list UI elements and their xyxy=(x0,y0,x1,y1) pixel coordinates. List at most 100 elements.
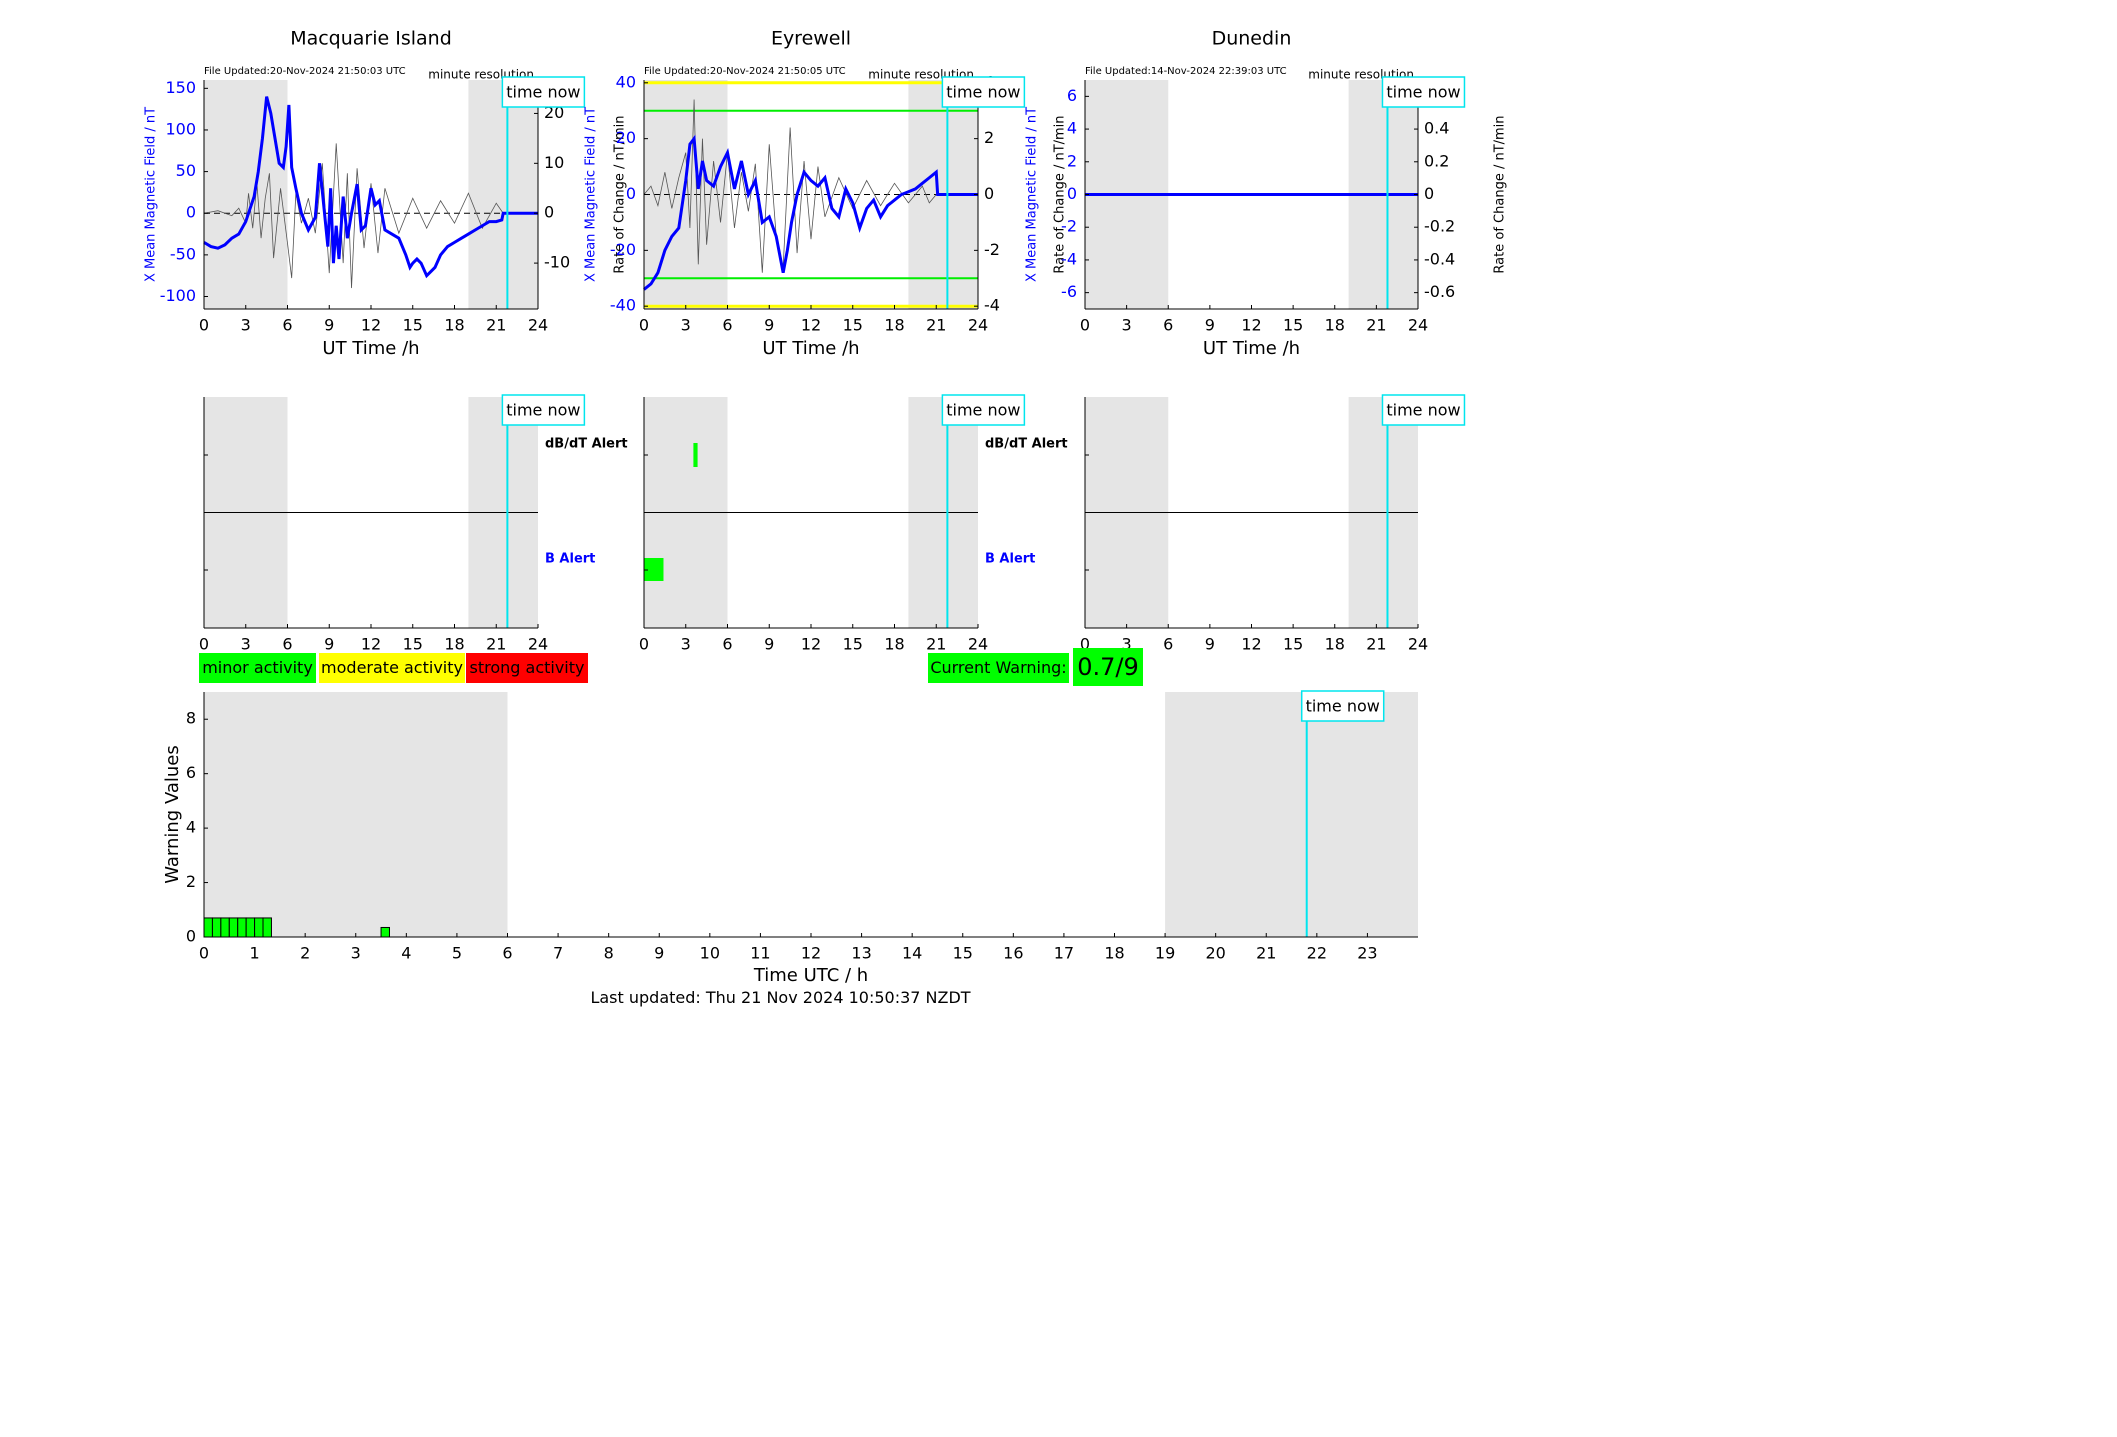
station-1-x-tick-label: 3 xyxy=(241,316,251,335)
station-2-x-tick-label: 18 xyxy=(884,316,904,335)
warning-bar xyxy=(254,917,264,938)
warning-bar xyxy=(203,917,213,938)
station-1-x-tick-label: 24 xyxy=(528,316,548,335)
station-2-x-tick-label: 21 xyxy=(926,316,946,335)
warning-x-tick-label: 20 xyxy=(1205,944,1225,963)
station-3-y-left-tick-label: -4 xyxy=(1061,249,1077,268)
alerts-3-time-now-box xyxy=(1381,394,1466,426)
station-1-time-now-box xyxy=(501,76,586,108)
warning-x-tick-label: 22 xyxy=(1307,944,1327,963)
station-1-x-tick-label: 21 xyxy=(486,316,506,335)
station-3-y-right-tick-label: -0.4 xyxy=(1424,249,1455,268)
station-3-ylabel-left: X Mean Magnetic Field / nT xyxy=(1025,107,1040,282)
alerts-2-x-tick-label: 0 xyxy=(639,635,649,654)
alerts-3-time-now-label: time now xyxy=(1386,401,1460,420)
warning-x-tick-label: 17 xyxy=(1054,944,1074,963)
station-3-x-tick-label: 21 xyxy=(1366,316,1386,335)
warning-x-tick-label: 16 xyxy=(1003,944,1023,963)
alerts-3-x-tick-label: 3 xyxy=(1122,635,1132,654)
alerts-3-x-tick-label: 15 xyxy=(1283,635,1303,654)
station-1-x-tick-label: 9 xyxy=(324,316,334,335)
warning-bar xyxy=(220,917,230,938)
station-1-y-left-tick-label: 100 xyxy=(165,119,196,138)
station-1-night-band xyxy=(468,80,538,309)
station-1-y-left-tick-label: 150 xyxy=(165,78,196,97)
warning-x-tick-label: 8 xyxy=(604,944,614,963)
station-2-y-left-tick-label: 40 xyxy=(616,72,636,91)
alerts-1-x-tick-label: 18 xyxy=(444,635,464,654)
warning-x-tick-label: 14 xyxy=(902,944,922,963)
warning-y-tick-label: 6 xyxy=(186,763,196,782)
warning-bar xyxy=(237,917,247,938)
warning-x-tick-label: 21 xyxy=(1256,944,1276,963)
station-1-night-band xyxy=(204,80,288,309)
station-1-xlabel: UT Time /h xyxy=(322,338,419,359)
alerts-2-x-tick-label: 3 xyxy=(681,635,691,654)
station-3-y-left-tick-label: 0 xyxy=(1067,184,1077,203)
station-2-x-tick-label: 15 xyxy=(843,316,863,335)
station-1-y-left-tick-label: -50 xyxy=(170,244,196,263)
last-updated-footer: Last updated: Thu 21 Nov 2024 10:50:37 N… xyxy=(590,988,971,1007)
station-2-time-now-box xyxy=(941,76,1026,108)
warning-x-tick-label: 9 xyxy=(654,944,664,963)
station-1-y-left-tick-label: 50 xyxy=(176,161,196,180)
warning-bar xyxy=(380,926,390,938)
station-1-x-tick-label: 6 xyxy=(282,316,292,335)
warning-x-tick-label: 3 xyxy=(351,944,361,963)
warning-x-tick-label: 2 xyxy=(300,944,310,963)
warning-y-tick-label: 2 xyxy=(186,872,196,891)
warning-x-tick-label: 0 xyxy=(199,944,209,963)
station-3-x-tick-label: 6 xyxy=(1163,316,1173,335)
alerts-2-b-label: B Alert xyxy=(985,552,1035,567)
station-2-y-right-tick-label: 0 xyxy=(984,184,994,203)
station-3-x-tick-label: 9 xyxy=(1205,316,1215,335)
station-3-y-left-tick-label: 6 xyxy=(1067,86,1077,105)
alerts-3-x-tick-label: 24 xyxy=(1408,635,1428,654)
alerts-2-x-tick-label: 12 xyxy=(801,635,821,654)
alerts-2-x-tick-label: 15 xyxy=(843,635,863,654)
station-3-y-right-tick-label: 0.2 xyxy=(1424,151,1449,170)
station-3-x-tick-label: 12 xyxy=(1241,316,1261,335)
alerts-2-x-tick-label: 18 xyxy=(884,635,904,654)
alerts-2-x-tick-label: 9 xyxy=(764,635,774,654)
station-3-y-left-tick-label: -2 xyxy=(1061,217,1077,236)
station-2-y-right-tick-label: 2 xyxy=(984,128,994,147)
warning-x-tick-label: 15 xyxy=(953,944,973,963)
warning-night-band xyxy=(1165,692,1418,937)
alerts-3-x-tick-label: 12 xyxy=(1241,635,1261,654)
alerts-2-x-tick-label: 24 xyxy=(968,635,988,654)
warning-y-tick-label: 4 xyxy=(186,818,196,837)
station-2-x-tick-label: 12 xyxy=(801,316,821,335)
warning-time-now-label: time now xyxy=(1306,697,1380,716)
alerts-1-x-tick-label: 9 xyxy=(324,635,334,654)
alerts-3-x-tick-label: 18 xyxy=(1325,635,1345,654)
station-2-ylabel-right: Rate of Change / nT/min xyxy=(1053,115,1068,273)
alerts-1-x-tick-label: 12 xyxy=(361,635,381,654)
station-3-y-left-tick-label: -6 xyxy=(1061,282,1077,301)
warning-xlabel: Time UTC / h xyxy=(753,965,868,986)
station-1-y-right-tick-label: 10 xyxy=(544,153,564,172)
warning-x-tick-label: 6 xyxy=(502,944,512,963)
station-3-y-right-tick-label: 0.4 xyxy=(1424,119,1449,138)
warning-bar xyxy=(262,917,272,938)
warning-y-tick-label: 8 xyxy=(186,709,196,728)
station-3-xlabel: UT Time /h xyxy=(1203,338,1300,359)
alerts-3-x-tick-label: 6 xyxy=(1163,635,1173,654)
station-2-x-tick-label: 3 xyxy=(681,316,691,335)
alerts-1-x-tick-label: 15 xyxy=(403,635,423,654)
warning-x-tick-label: 10 xyxy=(700,944,720,963)
station-1-x-tick-label: 0 xyxy=(199,316,209,335)
warning-night-band xyxy=(204,692,508,937)
station-1-y-right-tick-label: 0 xyxy=(544,203,554,222)
warning-x-tick-label: 4 xyxy=(401,944,411,963)
alerts-2-x-tick-label: 21 xyxy=(926,635,946,654)
alerts-2-x-tick-label: 6 xyxy=(722,635,732,654)
station-3-y-right-tick-label: 0 xyxy=(1424,184,1434,203)
warning-x-tick-label: 19 xyxy=(1155,944,1175,963)
alerts-1-b-label: B Alert xyxy=(545,552,595,567)
station-2-x-tick-label: 0 xyxy=(639,316,649,335)
alerts-3-x-tick-label: 9 xyxy=(1205,635,1215,654)
station-2-xlabel: UT Time /h xyxy=(762,338,859,359)
station-1-ylabel-left: X Mean Magnetic Field / nT xyxy=(144,107,159,282)
